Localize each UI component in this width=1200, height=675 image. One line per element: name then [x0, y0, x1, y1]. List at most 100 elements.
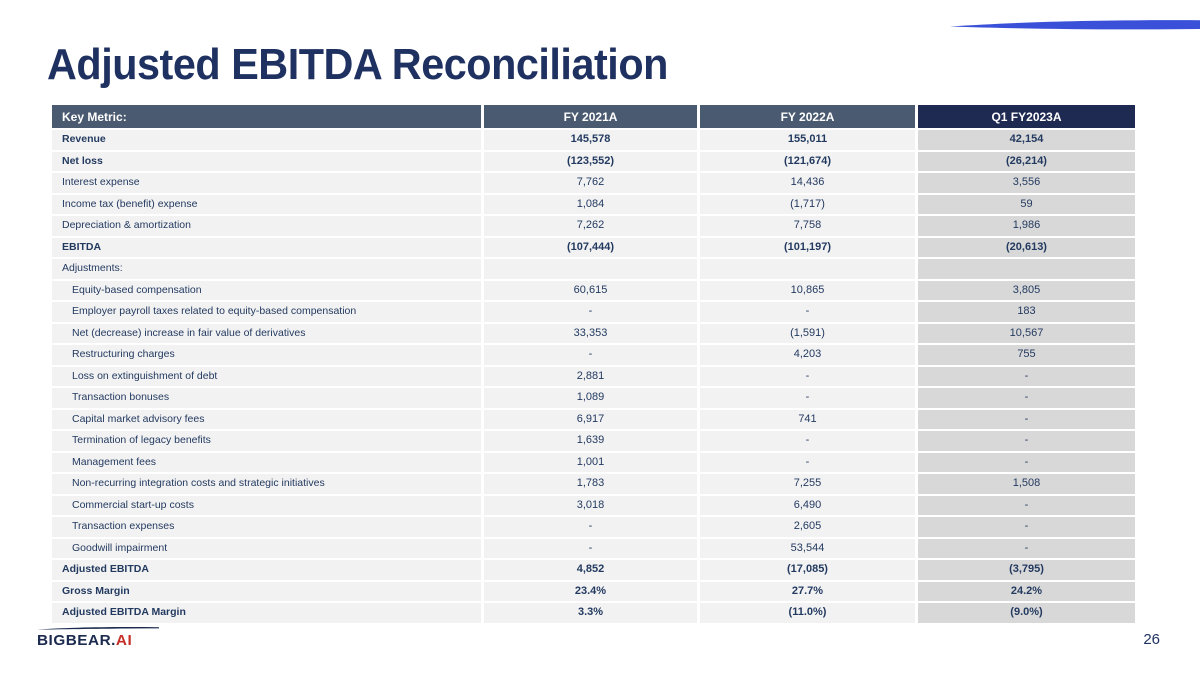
value-cell: 7,255: [700, 474, 915, 494]
value-cell: [700, 259, 915, 279]
value-cell: 1,639: [484, 431, 697, 451]
metric-label: Termination of legacy benefits: [52, 431, 481, 451]
value-cell: 2,605: [700, 517, 915, 537]
metric-label: EBITDA: [52, 237, 481, 257]
value-cell: 1,508: [918, 474, 1135, 494]
value-cell: (3,795): [918, 560, 1135, 580]
metric-label: Employer payroll taxes related to equity…: [52, 302, 481, 322]
value-cell: 755: [918, 345, 1135, 365]
value-cell: 42,154: [918, 130, 1135, 150]
metric-label: Income tax (benefit) expense: [52, 194, 481, 214]
metric-label: Interest expense: [52, 173, 481, 193]
value-cell: (11.0%): [700, 603, 915, 623]
column-header-fy2022a: FY 2022A: [700, 105, 915, 128]
table-row: Commercial start-up costs 3,018 6,490-: [52, 495, 1135, 515]
table-row: Management fees 1,001- -: [52, 452, 1135, 472]
logo-text-accent: AI: [115, 632, 133, 649]
value-cell: (20,613): [918, 237, 1135, 257]
value-cell: 1,001: [484, 452, 697, 472]
value-cell: -: [700, 388, 915, 408]
table-row: Interest expense 7,762 14,436 3,556: [52, 173, 1135, 193]
value-cell: 6,490: [700, 495, 915, 515]
value-cell: [918, 259, 1135, 279]
table-row: Depreciation & amortization 7,262 7,758 1,9…: [52, 216, 1135, 236]
value-cell: 3,805: [918, 280, 1135, 300]
value-cell: (123,552): [484, 151, 697, 171]
table-row: Non-recurring integration costs and stra…: [52, 474, 1135, 494]
metric-label: Capital market advisory fees: [52, 409, 481, 429]
value-cell: (107,444): [484, 237, 697, 257]
value-cell: 23.4%: [484, 581, 697, 601]
value-cell: 155,011: [700, 130, 915, 150]
value-cell: 6,917: [484, 409, 697, 429]
logo-text-primary: BIGBEAR.: [37, 632, 116, 649]
value-cell: 3,018: [484, 495, 697, 515]
reconciliation-table: Key Metric: FY 2021A FY 2022A Q1 FY2023A…: [49, 103, 1138, 625]
metric-label: Commercial start-up costs: [52, 495, 481, 515]
column-header-key-metric: Key Metric:: [52, 105, 481, 128]
value-cell: 1,783: [484, 474, 697, 494]
metric-label: Equity-based compensation: [52, 280, 481, 300]
metric-label: Restructuring charges: [52, 345, 481, 365]
table-row: Loss on extinguishment of debt 2,881- -: [52, 366, 1135, 386]
value-cell: 4,203: [700, 345, 915, 365]
value-cell: -: [700, 302, 915, 322]
metric-label: Management fees: [52, 452, 481, 472]
value-cell: -: [918, 538, 1135, 558]
table-row: Goodwill impairment -53,544-: [52, 538, 1135, 558]
value-cell: 7,762: [484, 173, 697, 193]
column-header-fy2021a: FY 2021A: [484, 105, 697, 128]
table-row: Equity-based compensation 60,615 10,865 3,8…: [52, 280, 1135, 300]
value-cell: (121,674): [700, 151, 915, 171]
value-cell: 33,353: [484, 323, 697, 343]
value-cell: [484, 259, 697, 279]
value-cell: 24.2%: [918, 581, 1135, 601]
logo-swoosh-icon: [37, 627, 159, 630]
value-cell: -: [918, 452, 1135, 472]
value-cell: (17,085): [700, 560, 915, 580]
value-cell: 53,544: [700, 538, 915, 558]
value-cell: -: [484, 517, 697, 537]
metric-label: Net loss: [52, 151, 481, 171]
table-row: EBITDA (107,444) (101,197) (20,613): [52, 237, 1135, 257]
metric-label: Adjustments:: [52, 259, 481, 279]
metric-label: Goodwill impairment: [52, 538, 481, 558]
value-cell: 741: [700, 409, 915, 429]
value-cell: -: [918, 431, 1135, 451]
page-number: 26: [1143, 631, 1160, 648]
metric-label: Transaction bonuses: [52, 388, 481, 408]
value-cell: 7,262: [484, 216, 697, 236]
value-cell: (101,197): [700, 237, 915, 257]
metric-label: Net (decrease) increase in fair value of…: [52, 323, 481, 343]
table-row: Employer payroll taxes related to equity…: [52, 302, 1135, 322]
bigbear-ai-logo: BIGBEAR.AI: [37, 626, 167, 649]
metric-label: Loss on extinguishment of debt: [52, 366, 481, 386]
value-cell: 3,556: [918, 173, 1135, 193]
value-cell: 10,865: [700, 280, 915, 300]
metric-label: Non-recurring integration costs and stra…: [52, 474, 481, 494]
top-right-swoosh-decoration: [950, 20, 1200, 30]
value-cell: 27.7%: [700, 581, 915, 601]
value-cell: -: [484, 538, 697, 558]
value-cell: (9.0%): [918, 603, 1135, 623]
value-cell: -: [700, 431, 915, 451]
value-cell: 2,881: [484, 366, 697, 386]
table-row: Adjustments:: [52, 259, 1135, 279]
column-header-q1-fy2023a: Q1 FY2023A: [918, 105, 1135, 128]
metric-label: Transaction expenses: [52, 517, 481, 537]
metric-label: Adjusted EBITDA Margin: [52, 603, 481, 623]
table-row: Termination of legacy benefits 1,639- -: [52, 431, 1135, 451]
table-header-row: Key Metric: FY 2021A FY 2022A Q1 FY2023A: [52, 105, 1135, 128]
value-cell: 10,567: [918, 323, 1135, 343]
value-cell: -: [918, 517, 1135, 537]
value-cell: 59: [918, 194, 1135, 214]
value-cell: 1,089: [484, 388, 697, 408]
logo-wordmark: BIGBEAR.AI: [37, 632, 170, 649]
value-cell: -: [484, 345, 697, 365]
table-row: Revenue 145,578 155,011 42,154: [52, 130, 1135, 150]
metric-label: Adjusted EBITDA: [52, 560, 481, 580]
table-row: Income tax (benefit) expense 1,084 (1,717)…: [52, 194, 1135, 214]
value-cell: 1,986: [918, 216, 1135, 236]
value-cell: -: [918, 495, 1135, 515]
